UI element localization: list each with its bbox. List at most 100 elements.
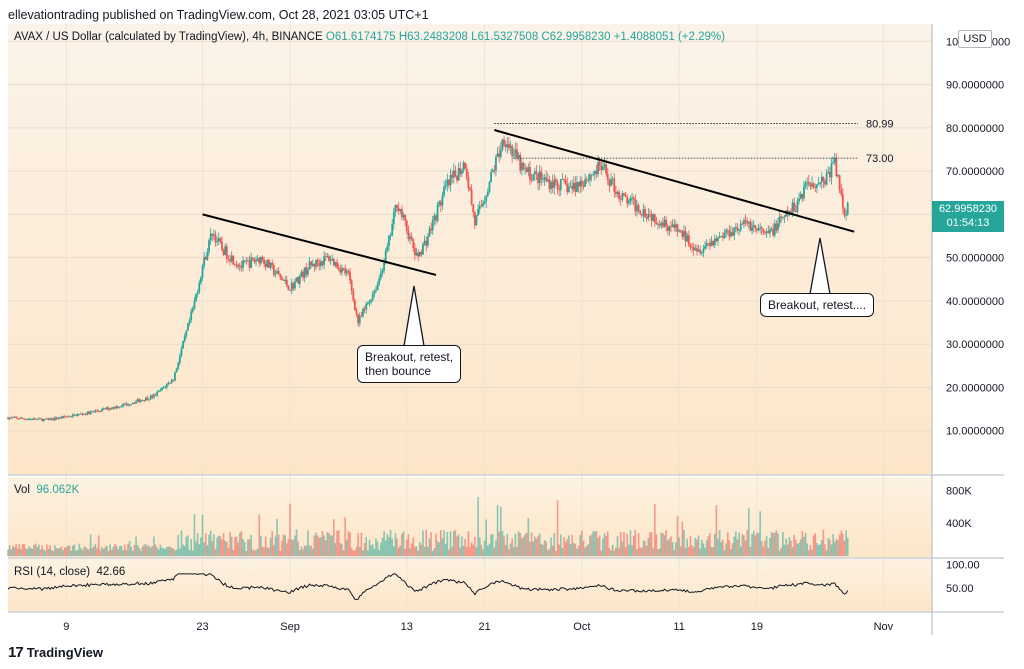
candle-body <box>681 230 684 237</box>
candle-body <box>457 168 460 181</box>
volume-bar <box>509 543 512 556</box>
volume-bar <box>548 548 551 556</box>
volume-bar <box>227 548 230 556</box>
candle-body <box>329 260 332 262</box>
volume-bar <box>699 548 701 556</box>
candle-body <box>631 197 634 199</box>
candle-body <box>459 168 462 174</box>
candle-body <box>292 283 295 289</box>
candle-body <box>448 179 450 186</box>
candle-body <box>366 303 369 304</box>
candle-body <box>109 408 112 410</box>
volume-bar <box>689 536 692 556</box>
candle-body <box>285 279 288 286</box>
candle-body <box>501 139 504 150</box>
candle-body <box>660 222 663 226</box>
candle-body <box>475 215 478 226</box>
volume-bar <box>208 534 210 556</box>
candle-body <box>235 264 238 266</box>
volume-bar <box>611 544 614 556</box>
volume-bar <box>534 536 536 556</box>
candle-body <box>679 230 682 232</box>
volume-bar <box>130 546 132 556</box>
candle-body <box>725 230 728 233</box>
candle-body <box>684 231 687 242</box>
volume-bar <box>195 541 197 556</box>
tradingview-footer[interactable]: 17 TradingView <box>8 644 103 661</box>
volume-bar <box>470 542 473 556</box>
volume-bar <box>282 534 285 556</box>
volume-bar <box>46 544 48 556</box>
candle-body <box>392 212 395 225</box>
volume-bar <box>697 535 700 556</box>
volume-bar <box>624 546 627 556</box>
candle-body <box>36 419 39 420</box>
candle-body <box>255 260 257 262</box>
volume-bar <box>261 546 264 556</box>
volume-bar <box>759 511 761 556</box>
rsi-legend[interactable]: RSI (14, close) 42.66 <box>14 566 125 578</box>
volume-bar <box>645 545 648 556</box>
candle-body <box>715 238 718 241</box>
currency-button[interactable]: USD <box>958 30 992 48</box>
candle-body <box>781 217 784 219</box>
volume-bar <box>532 541 535 556</box>
candle-body <box>133 402 136 404</box>
volume-bar <box>230 536 233 556</box>
volume-bar <box>616 535 619 556</box>
volume-bar <box>493 547 496 556</box>
candle-body <box>269 262 272 268</box>
volume-bar <box>38 544 40 556</box>
volume-bar <box>268 547 270 556</box>
candle-body <box>127 403 129 406</box>
volume-bar <box>310 545 312 556</box>
candle-body <box>378 278 381 284</box>
candle-body <box>120 406 123 408</box>
volume-bar <box>795 540 797 556</box>
trendline[interactable] <box>202 213 437 276</box>
volume-bar <box>300 546 303 556</box>
volume-bar <box>104 546 107 556</box>
trendline[interactable] <box>494 129 855 233</box>
volume-bar <box>393 546 395 556</box>
candle-body <box>190 311 193 321</box>
symbol-legend[interactable]: AVAX / US Dollar (calculated by TradingV… <box>14 31 725 43</box>
candle-body <box>89 411 92 415</box>
candle-body <box>811 183 813 187</box>
candle-body <box>198 282 201 293</box>
volume-bar <box>808 550 810 556</box>
volume-legend[interactable]: Vol 96.062K <box>14 484 79 496</box>
callout-pointer <box>403 285 425 347</box>
volume-bar <box>235 536 238 556</box>
volume-bar <box>112 546 115 556</box>
volume-bar <box>28 546 30 556</box>
candle-body <box>193 301 196 309</box>
volume-bar <box>329 535 332 556</box>
candle-body <box>144 397 147 401</box>
candle-body <box>773 223 776 236</box>
candle-body <box>96 410 99 412</box>
candle-body <box>537 173 539 184</box>
volume-bar <box>114 543 116 556</box>
candle-body <box>734 226 737 228</box>
candle-body <box>472 204 475 213</box>
candle-body <box>140 400 142 403</box>
volume-bar <box>595 530 598 556</box>
volume-bar <box>26 549 29 556</box>
candle-body <box>846 202 849 215</box>
candle-body <box>522 163 525 169</box>
candle-body <box>104 408 107 410</box>
candle-body <box>80 413 82 415</box>
volume-bars <box>7 496 849 556</box>
volume-bar <box>341 543 343 556</box>
candle-body <box>196 292 199 295</box>
candle-body <box>99 411 102 412</box>
volume-bar <box>78 543 81 556</box>
volume-bar <box>167 546 170 556</box>
candle-body <box>589 174 591 180</box>
candle-body <box>563 179 565 181</box>
volume-bar <box>144 544 147 556</box>
volume-bar <box>574 543 577 556</box>
candle-body <box>730 232 732 237</box>
